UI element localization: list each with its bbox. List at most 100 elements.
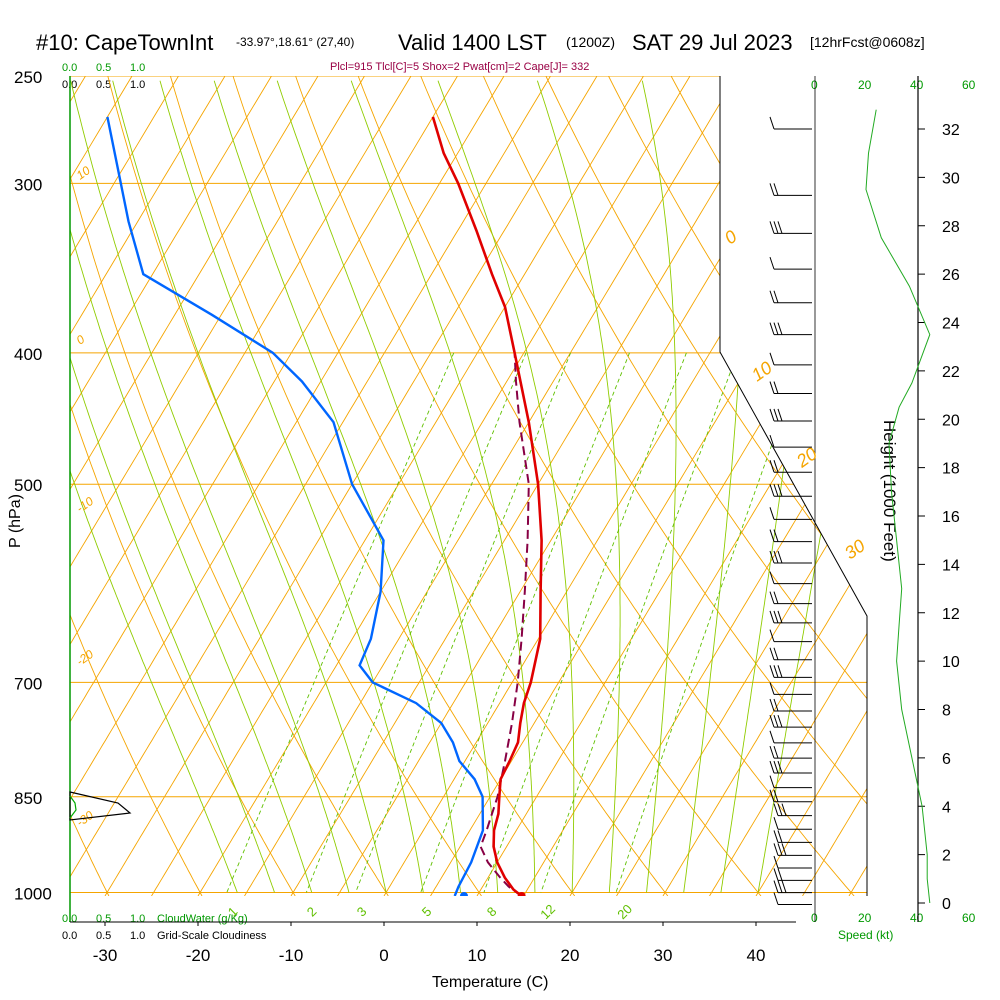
height-tick-label: 26 [942, 267, 960, 284]
wind-barb [769, 730, 812, 744]
wind-barb-flag [773, 880, 779, 893]
isotherm-line [662, 76, 867, 896]
wind-barb-flag [773, 665, 779, 678]
wind-barb-flag [777, 803, 783, 816]
isotherm-line [569, 76, 867, 896]
wind-barb-flag [769, 775, 775, 788]
moist-adiabat-line [70, 80, 275, 893]
wind-barb-flag [769, 484, 775, 497]
dry-adiabat-line [482, 76, 867, 896]
wind-barb-flag [769, 610, 775, 624]
isotherm-line [709, 76, 867, 896]
moist-adiabat-line [70, 80, 313, 893]
wind-barb [769, 571, 812, 585]
cl-bot-1: 0.5 [96, 930, 111, 942]
wind-barb-layer [769, 116, 812, 905]
moist-adiabat-line [70, 80, 238, 893]
isotherm-line [244, 76, 737, 896]
pressure-tick-label: 700 [14, 674, 42, 693]
isotherm-label: 10 [74, 163, 93, 182]
isotherm-label: 10 [748, 357, 776, 385]
mixing-ratio-line [355, 352, 572, 893]
wind-barb-flag [773, 855, 779, 869]
y2-axis-title: Height (1000 Feet) [880, 420, 899, 562]
wind-barb [769, 507, 812, 520]
dry-adiabat-line [295, 76, 762, 896]
wind-barb-flag [777, 221, 783, 234]
mixing-ratio-label: 12 [537, 901, 558, 922]
grid-layer [70, 76, 1000, 896]
wind-barb-flag [773, 714, 779, 728]
wind-barb [773, 817, 812, 830]
pressure-tick-label: 850 [14, 789, 42, 808]
wind-barb-flag [769, 730, 775, 744]
wind-barb [769, 221, 812, 234]
wind-barb [769, 591, 812, 605]
wind-barb-flag [773, 843, 779, 856]
isotherm-line [70, 76, 412, 896]
forecast-date: SAT 29 Jul 2023 [632, 30, 793, 55]
speed-axis-bottom: 0 20 40 60 Speed (kt) [811, 911, 976, 942]
temperature-tick-label: 20 [561, 946, 580, 965]
height-tick-label: 16 [942, 509, 960, 526]
wind-barb [769, 290, 812, 304]
wind-barb-flag [777, 550, 783, 564]
wind-barb-flag [769, 760, 775, 774]
wind-barb-flag [777, 880, 783, 893]
height-layer [865, 109, 931, 904]
wind-barb [769, 408, 812, 422]
cloudiness-label: Grid-Scale Cloudiness [157, 930, 267, 942]
cloud-layer [69, 791, 132, 821]
pressure-tick-label: 1000 [14, 884, 52, 903]
height-tick-label: 30 [942, 170, 960, 187]
cw-top-1: 0.5 [96, 62, 111, 74]
isotherm-line [197, 76, 691, 896]
wind-barb-flag [773, 221, 779, 234]
wind-barb-flag [769, 183, 775, 196]
wind-barb-flag [769, 665, 775, 678]
wind-barb [773, 803, 812, 817]
wind-barb-flag [773, 183, 779, 196]
wind-barb-flag [773, 698, 779, 712]
isotherm-label: -20 [74, 647, 97, 669]
height-tick-label: 20 [942, 412, 960, 429]
parcel-line [479, 352, 530, 896]
temperature-tick-label: 40 [747, 946, 766, 965]
wind-barb [769, 484, 812, 497]
isotherm-label: 0 [74, 332, 88, 347]
dewpoint-line [106, 116, 485, 896]
wind-barb-flag [781, 880, 787, 893]
moist-adiabat-line [112, 80, 387, 893]
speed-bot-60: 60 [962, 911, 976, 925]
wind-barb-flag [773, 484, 779, 497]
bottom-cloudiness-scale: 0.0 0.5 1.0 Grid-Scale Cloudiness [62, 930, 267, 942]
height-tick-label: 14 [942, 557, 960, 574]
dry-adiabat-line [921, 76, 1000, 896]
isotherm-line [70, 76, 272, 896]
mixing-ratio-label: 8 [484, 904, 500, 920]
profile-layer [106, 116, 543, 896]
isotherm-label: -10 [74, 494, 97, 516]
wind-barb [769, 682, 812, 695]
wind-barb-flag [777, 322, 783, 335]
wind-barb-flag [773, 817, 779, 830]
wind-barb-flag [769, 322, 775, 335]
dry-adiabat-line [858, 76, 867, 896]
wind-barb-flag [769, 460, 775, 473]
wind-barb-flag [769, 629, 775, 642]
wind-barb-flag [769, 682, 775, 695]
speed-top-40: 40 [910, 78, 924, 92]
height-tick-label: 32 [942, 122, 960, 139]
height-tick-label: 22 [942, 364, 960, 381]
dry-adiabat-line [232, 76, 669, 896]
moist-adiabat-line [159, 80, 424, 893]
wind-barb-flag [781, 843, 787, 856]
pressure-tick-label: 250 [14, 68, 42, 87]
temperature-line [431, 116, 543, 896]
cl-top-1: 0.5 [96, 79, 111, 91]
isotherm-line [290, 76, 784, 896]
wind-barb-flag [773, 591, 779, 604]
stats-line: Plcl=915 Tlcl[C]=5 Shox=2 Pwat[cm]=2 Cap… [330, 61, 589, 73]
station-location: -33.97°,18.61° (27,40) [236, 35, 354, 49]
